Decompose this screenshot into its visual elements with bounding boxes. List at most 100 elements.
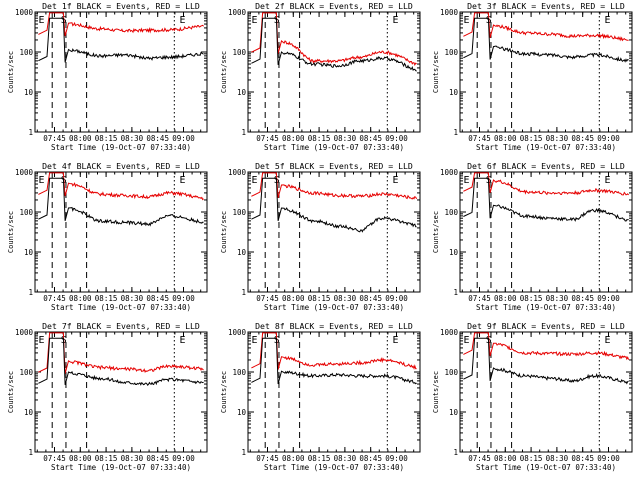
y-tick-label: 1000 <box>440 8 459 17</box>
panel-det-7: Det 7f BLACK = Events, RED = LLD 1 10 100 10… <box>7 321 208 472</box>
region-label: E <box>251 15 257 26</box>
panel-det-3: Det 3f BLACK = Events, RED = LLD 1 10 100 10… <box>432 1 633 152</box>
lld-series-line <box>38 332 204 374</box>
x-tick-label: 07:45 <box>256 134 279 143</box>
region-label: E <box>392 175 398 186</box>
y-axis-label: Counts/sec <box>220 371 228 413</box>
y-tick-label: 1000 <box>440 328 459 337</box>
x-tick-label: 08:30 <box>334 134 357 143</box>
y-tick-label: 1 <box>241 128 246 137</box>
panel-title: Det 1f BLACK = Events, RED = LLD <box>42 1 200 11</box>
x-tick-label: 08:45 <box>571 454 594 463</box>
panel-frame <box>34 171 208 293</box>
panel-title: Det 7f BLACK = Events, RED = LLD <box>42 321 200 331</box>
x-tick-label: 08:15 <box>520 454 543 463</box>
region-label: E <box>179 335 185 346</box>
y-tick-label: 1000 <box>228 328 247 337</box>
panel-det-8: Det 8f BLACK = Events, RED = LLD 1 10 100 10… <box>220 321 421 472</box>
x-tick-label: 08:45 <box>571 294 594 303</box>
x-axis-label: Start Time (19-Oct-07 07:33:40) <box>264 463 404 472</box>
x-tick-label: 07:45 <box>468 454 491 463</box>
lld-series-line <box>38 172 204 201</box>
x-tick-label: 09:00 <box>172 454 195 463</box>
panel-title: Det 9f BLACK = Events, RED = LLD <box>467 321 625 331</box>
x-tick-label: 08:30 <box>334 454 357 463</box>
y-tick-label: 1 <box>28 128 33 137</box>
x-tick-label: 08:00 <box>69 294 92 303</box>
region-label: E <box>463 15 469 26</box>
events-series-line <box>463 17 629 63</box>
region-label: E <box>463 335 469 346</box>
panel-frame <box>247 11 421 133</box>
region-label: E <box>251 175 257 186</box>
x-tick-label: 08:30 <box>546 134 569 143</box>
y-tick-label: 100 <box>19 48 33 57</box>
panel-title: Det 8f BLACK = Events, RED = LLD <box>255 321 413 331</box>
region-label: E <box>179 15 185 26</box>
panel-frame <box>459 331 633 453</box>
events-series-line <box>38 17 204 63</box>
panel-title: Det 2f BLACK = Events, RED = LLD <box>255 1 413 11</box>
events-series-line <box>251 177 417 233</box>
panel-det-9: Det 9f BLACK = Events, RED = LLD 1 10 100 10… <box>432 321 633 472</box>
region-label: E <box>463 175 469 186</box>
x-tick-label: 08:30 <box>334 294 357 303</box>
panel-det-1: Det 1f BLACK = Events, RED = LLD 1 10 100 10… <box>7 1 208 152</box>
x-tick-label: 08:00 <box>282 294 305 303</box>
x-tick-label: 07:45 <box>43 134 66 143</box>
x-tick-label: 08:15 <box>95 454 118 463</box>
events-series-line <box>38 177 204 227</box>
x-axis-label: Start Time (19-Oct-07 07:33:40) <box>476 463 616 472</box>
y-tick-label: 10 <box>237 248 247 257</box>
panel-frame <box>247 171 421 293</box>
x-axis-label: Start Time (19-Oct-07 07:33:40) <box>476 143 616 152</box>
x-tick-label: 09:00 <box>385 454 408 463</box>
x-tick-label: 08:45 <box>359 294 382 303</box>
y-tick-label: 1 <box>453 128 458 137</box>
y-tick-label: 100 <box>19 208 33 217</box>
x-tick-label: 08:45 <box>146 134 169 143</box>
x-tick-label: 08:15 <box>95 134 118 143</box>
y-tick-label: 100 <box>444 368 458 377</box>
x-tick-label: 08:00 <box>282 454 305 463</box>
x-tick-label: 08:45 <box>359 454 382 463</box>
x-tick-label: 09:00 <box>597 294 620 303</box>
region-label: E <box>604 15 610 26</box>
y-tick-label: 100 <box>19 368 33 377</box>
region-label: E <box>392 15 398 26</box>
x-tick-label: 09:00 <box>597 134 620 143</box>
x-tick-label: 08:30 <box>121 294 144 303</box>
y-tick-label: 10 <box>449 248 459 257</box>
panel-frame <box>459 171 633 293</box>
lld-series-line <box>463 12 629 42</box>
y-tick-label: 1000 <box>440 168 459 177</box>
x-tick-label: 08:45 <box>359 134 382 143</box>
y-tick-label: 10 <box>24 248 34 257</box>
lld-series-line <box>463 172 629 196</box>
y-tick-label: 100 <box>444 208 458 217</box>
y-tick-label: 100 <box>232 368 246 377</box>
x-tick-label: 08:15 <box>308 134 331 143</box>
panel-frame <box>247 331 421 453</box>
x-axis-label: Start Time (19-Oct-07 07:33:40) <box>476 303 616 312</box>
events-series-line <box>251 337 417 385</box>
y-tick-label: 1 <box>241 288 246 297</box>
lld-series-line <box>251 172 418 200</box>
events-series-line <box>463 337 629 385</box>
y-tick-label: 1000 <box>15 8 34 17</box>
y-tick-label: 1 <box>241 448 246 457</box>
x-tick-label: 08:45 <box>146 454 169 463</box>
region-label: E <box>604 175 610 186</box>
y-axis-label: Counts/sec <box>432 371 440 413</box>
x-axis-label: Start Time (19-Oct-07 07:33:40) <box>51 143 191 152</box>
x-axis-label: Start Time (19-Oct-07 07:33:40) <box>264 143 404 152</box>
y-tick-label: 100 <box>232 48 246 57</box>
x-tick-label: 07:45 <box>256 454 279 463</box>
region-label: E <box>38 15 44 26</box>
y-tick-label: 10 <box>24 88 34 97</box>
x-tick-label: 09:00 <box>172 134 195 143</box>
panel-title: Det 3f BLACK = Events, RED = LLD <box>467 1 625 11</box>
x-tick-label: 08:15 <box>308 294 331 303</box>
x-tick-label: 08:00 <box>282 134 305 143</box>
